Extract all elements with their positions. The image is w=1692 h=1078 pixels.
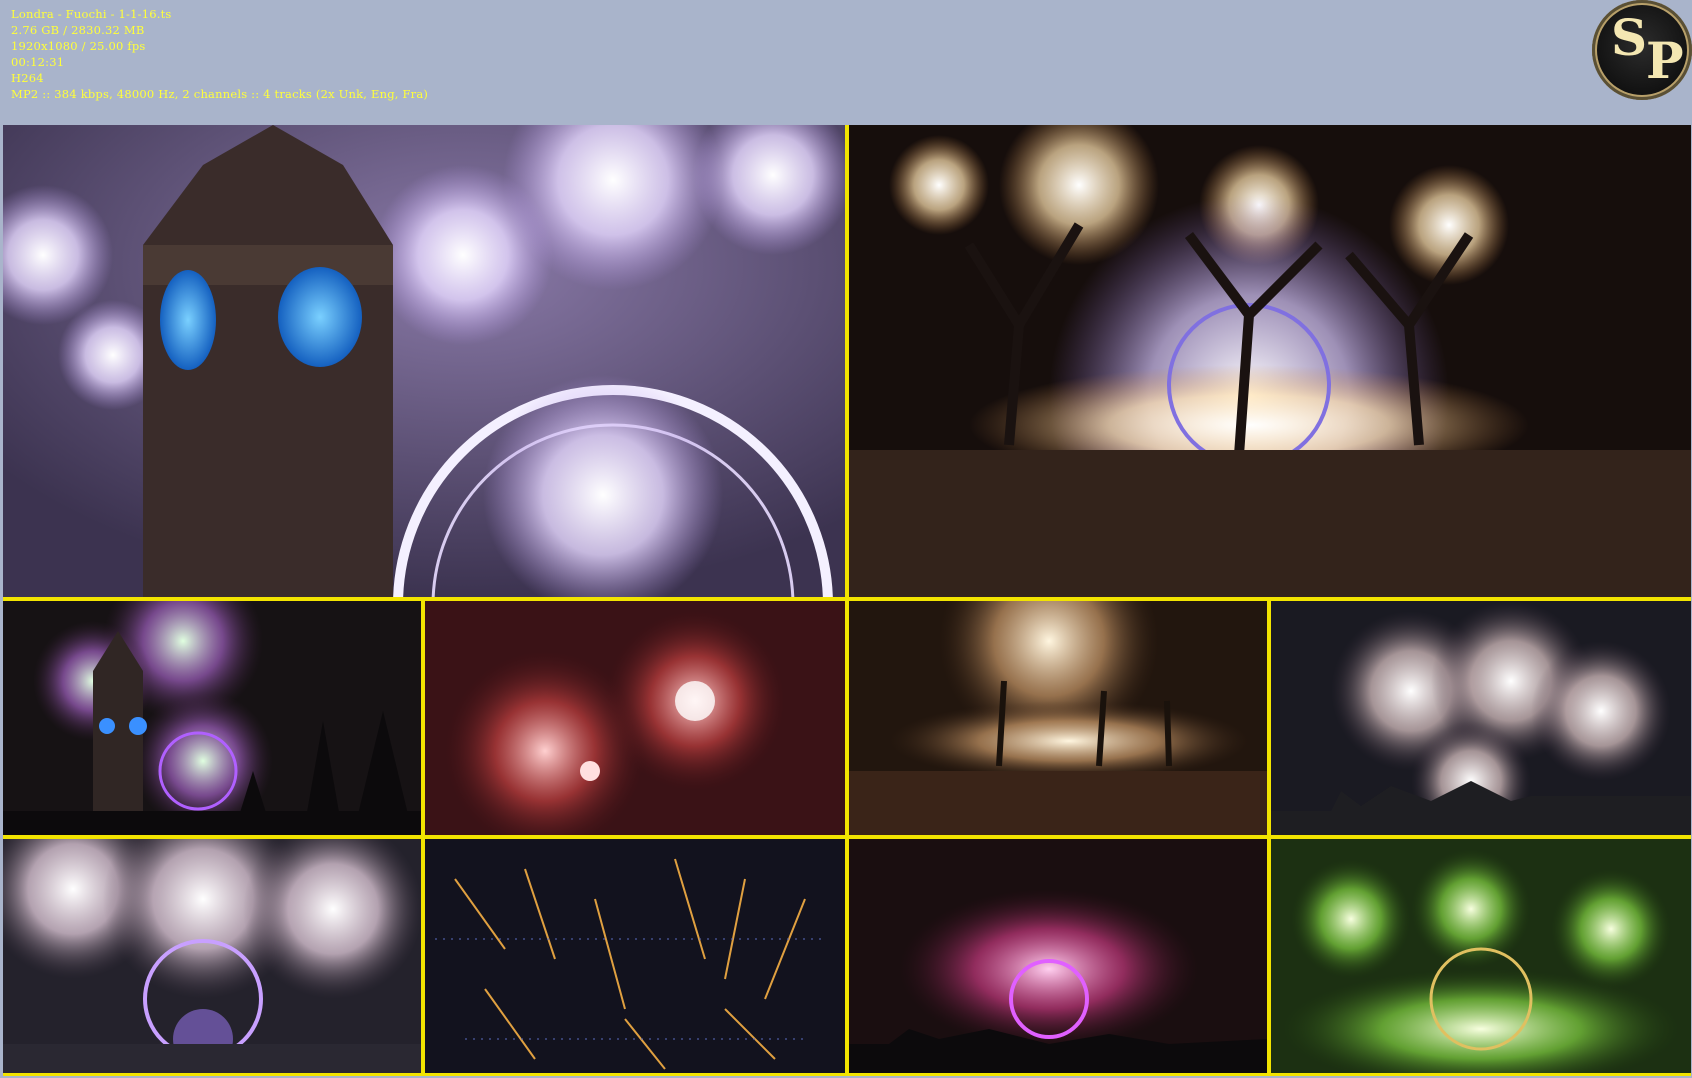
thumb-london-eye-white [3,839,421,1073]
logo-letter-p: P [1646,31,1684,90]
video-codec: H264 [11,71,44,85]
file-name: Londra - Fuochi - 1-1-16.ts [11,7,172,21]
thumb-crowd-trees-fireworks [849,125,1691,597]
thumb-big-ben-eye-fireworks [3,125,845,597]
logo-letter-s: S [1611,8,1648,67]
resolution-fps: 1920x1080 / 25.00 fps [11,39,146,53]
thumb-green-fireworks [1271,839,1691,1073]
duration: 00:12:31 [11,55,65,69]
file-size: 2.76 GB / 2830.32 MB [11,23,145,37]
thumb-pink-eye [849,839,1267,1073]
thumb-red-fireworks [425,601,845,835]
thumbnail-grid [3,125,1691,1076]
thumb-gold-sparks [425,839,845,1073]
thumb-embankment-crowd [849,601,1267,835]
sp-logo: S P [1592,0,1692,100]
thumb-big-ben-parliament [3,601,421,835]
audio-info: MP2 :: 384 kbps, 48000 Hz, 2 channels ::… [11,87,429,101]
thumb-skyline-fireworks [1271,601,1691,835]
media-info: Londra - Fuochi - 1-1-16.ts 2.76 GB / 28… [11,6,428,102]
